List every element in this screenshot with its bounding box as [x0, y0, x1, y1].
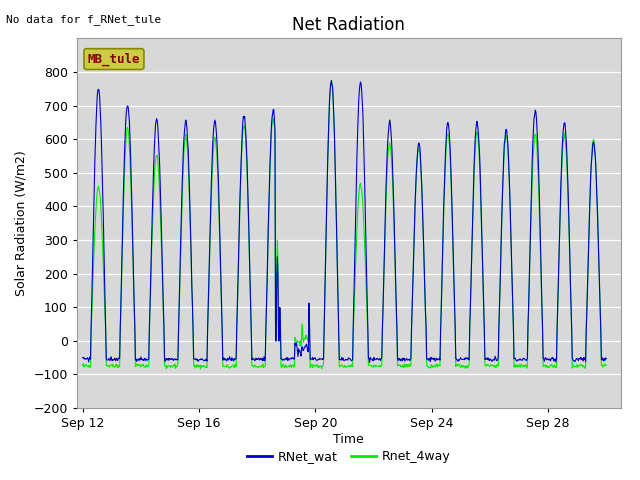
Line: Rnet_4way: Rnet_4way	[83, 82, 606, 369]
RNet_wat	[503, 128, 511, 134]
Y-axis label: Solar Radiation (W/m2): Solar Radiation (W/m2)	[15, 150, 28, 296]
RNet_wat	[377, 358, 385, 363]
RNet_wat	[269, 107, 277, 113]
Rnet_4way	[602, 362, 610, 368]
Rnet_4way	[328, 79, 336, 84]
Rnet_4way	[298, 329, 305, 335]
RNet_wat	[366, 360, 374, 365]
Rnet_4way	[377, 363, 385, 369]
RNet_wat	[79, 355, 86, 360]
Rnet_4way	[270, 120, 278, 126]
RNet_wat	[202, 357, 210, 362]
RNet_wat	[328, 78, 335, 84]
Rnet_4way	[202, 363, 210, 369]
RNet_wat	[602, 356, 610, 361]
Rnet_4way	[79, 363, 86, 369]
Text: No data for f_RNet_tule: No data for f_RNet_tule	[6, 14, 162, 25]
Line: RNet_wat: RNet_wat	[83, 81, 606, 362]
X-axis label: Time: Time	[333, 433, 364, 446]
RNet_wat	[97, 140, 105, 145]
Rnet_4way	[503, 133, 511, 139]
Text: MB_tule: MB_tule	[88, 52, 140, 66]
RNet_wat	[297, 353, 305, 359]
Rnet_4way	[97, 216, 105, 222]
Rnet_4way	[196, 366, 204, 372]
Title: Net Radiation: Net Radiation	[292, 16, 405, 34]
Legend: RNet_wat, Rnet_4way: RNet_wat, Rnet_4way	[242, 445, 456, 468]
